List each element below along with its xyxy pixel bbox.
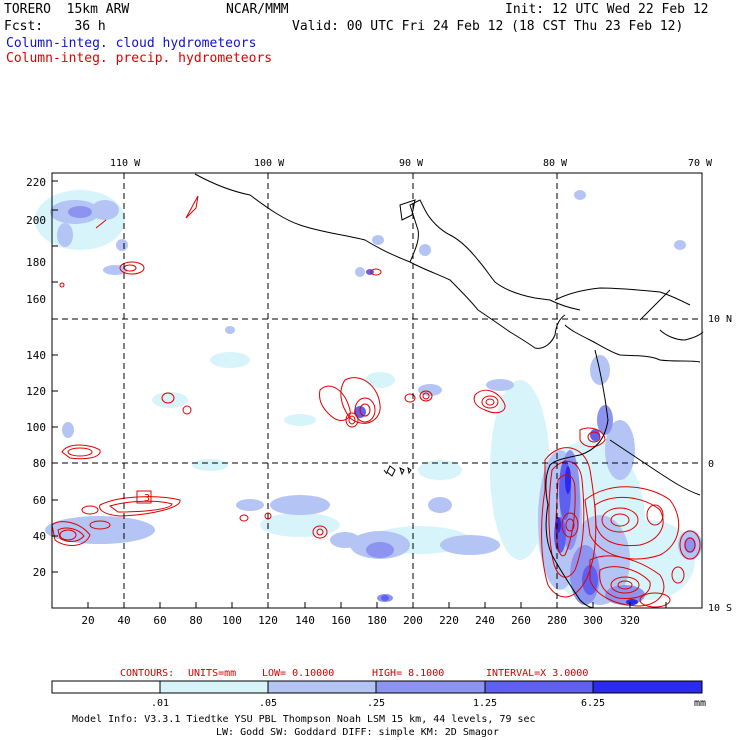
lat-label: 10 N [708,314,732,325]
y-tick-label: 180 [26,256,46,269]
y-tick-label: 60 [33,494,46,507]
x-tick-label: 220 [439,614,459,627]
lon-label: 90 W [399,158,424,169]
lat-label: 0 [708,459,714,470]
x-tick-label: 260 [511,614,531,627]
colorbar-swatch [485,681,593,693]
x-tick-label: 120 [258,614,278,627]
colorbar: .01 .05 .25 1.25 6.25 mm [51,680,706,709]
colorbar-value: .05 [259,698,277,709]
colorbar-value: 6.25 [581,698,605,709]
x-tick-label: 20 [81,614,94,627]
contour-interval: INTERVAL=X 3.0000 [486,668,588,679]
init-time: Init: 12 UTC Wed 22 Feb 12 [505,2,709,17]
x-tick-label: 200 [403,614,423,627]
y-tick-label: 20 [33,566,46,579]
axis-ticks [52,180,667,608]
forecast-hour: Fcst: 36 h [4,19,106,34]
lon-label: 70 W [688,158,713,169]
latitude-labels: 10 N 0 10 S [708,314,732,614]
contour-value-label: 3 [144,493,150,504]
y-tick-label: 160 [26,293,46,306]
x-tick-label: 80 [189,614,202,627]
lat-label: 10 S [708,603,732,614]
cloud-hydrometeor-shading [35,190,702,605]
y-tick-label: 100 [26,421,46,434]
contour-low: LOW= 0.10000 [262,668,334,679]
x-tick-label: 40 [117,614,130,627]
colorbar-value: .25 [367,698,385,709]
contour-units: UNITS=mm [188,668,236,679]
y-tick-label: 200 [26,214,46,227]
precip-contours [51,195,701,608]
x-tick-label: 160 [331,614,351,627]
x-tick-label: 100 [222,614,242,627]
colorbar-value: 1.25 [473,698,497,709]
x-tick-label: 60 [153,614,166,627]
field-title-precip: Column-integ. precip. hydrometeors [6,51,273,66]
colorbar-swatch [593,681,702,693]
x-tick-label: 320 [620,614,640,627]
x-tick-label: 280 [547,614,567,627]
contour-high: HIGH= 8.1000 [372,668,444,679]
colorbar-swatch [52,681,160,693]
colorbar-swatch [160,681,268,693]
x-tick-label: 140 [295,614,315,627]
x-tick-label: 300 [583,614,603,627]
lon-label: 110 W [110,158,141,169]
lon-label: 80 W [543,158,568,169]
y-tick-label: 120 [26,385,46,398]
model-title: TORERO 15km ARW [4,2,130,17]
colorbar-value: .01 [151,698,169,709]
x-tick-labels: 20 40 60 80 100 120 140 160 180 200 220 … [81,614,640,627]
y-tick-label: 220 [26,176,46,189]
model-info-line2: LW: Godd SW: Goddard DIFF: simple KM: 2D… [216,727,499,738]
x-tick-label: 180 [367,614,387,627]
model-info: Model Info: V3.3.1 Tiedtke YSU PBL Thomp… [72,714,536,738]
y-tick-label: 40 [33,530,46,543]
lon-label: 100 W [254,158,285,169]
colorbar-unit: mm [694,698,706,709]
longitude-labels: 110 W 100 W 90 W 80 W 70 W [110,158,713,169]
x-tick-label: 240 [475,614,495,627]
y-tick-label: 140 [26,349,46,362]
colorbar-swatch [268,681,376,693]
contour-info: CONTOURS: UNITS=mm LOW= 0.10000 HIGH= 8.… [120,668,588,679]
contour-info-label: CONTOURS: [120,668,174,679]
org-label: NCAR/MMM [226,2,289,17]
colorbar-swatch [376,681,485,693]
model-info-line1: Model Info: V3.3.1 Tiedtke YSU PBL Thomp… [72,714,536,725]
field-title-cloud: Column-integ. cloud hydrometeors [6,36,257,51]
valid-time: Valid: 00 UTC Fri 24 Feb 12 (18 CST Thu … [292,19,684,34]
y-tick-label: 80 [33,457,46,470]
lat-lon-grid [52,173,702,608]
y-tick-labels: 20 40 60 80 100 120 140 160 180 200 220 [26,176,46,579]
